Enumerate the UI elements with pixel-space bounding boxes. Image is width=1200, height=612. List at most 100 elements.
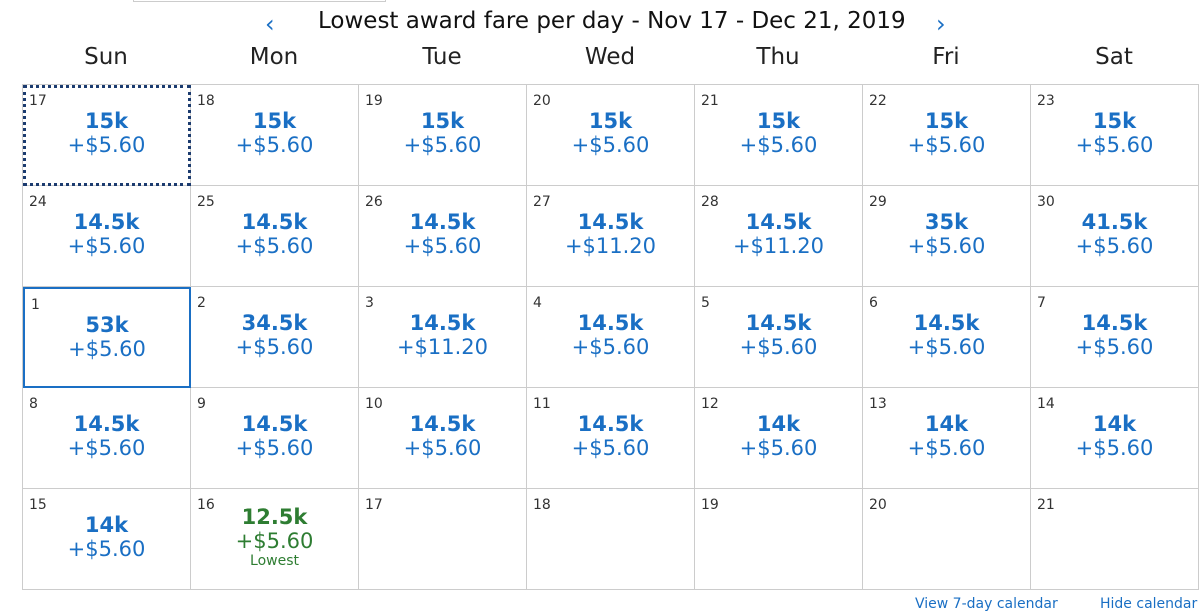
calendar-day-cell[interactable]: 24 14.5k +$5.60 — [23, 186, 191, 287]
miles-price: 14.5k — [745, 311, 812, 335]
calendar-day-cell[interactable]: 26 14.5k +$5.60 — [359, 186, 527, 287]
miles-price: 14.5k — [913, 311, 980, 335]
calendar-day-cell[interactable]: 17 — [359, 489, 527, 590]
day-number: 10 — [365, 396, 383, 412]
miles-price: 15k — [84, 109, 129, 133]
day-number: 2 — [197, 295, 206, 311]
day-number: 7 — [1037, 295, 1046, 311]
calendar-day-cell[interactable]: 1 53k +$5.60 — [23, 287, 191, 388]
day-number: 23 — [1037, 93, 1055, 109]
weekday-sat: Sat — [1095, 44, 1133, 70]
taxes-fee: +$5.60 — [1075, 436, 1154, 460]
calendar-day-cell[interactable]: 25 14.5k +$5.60 — [191, 186, 359, 287]
miles-price: 34.5k — [241, 311, 308, 335]
calendar-day-cell[interactable]: 13 14k +$5.60 — [863, 388, 1031, 489]
calendar-day-cell[interactable]: 28 14.5k +$11.20 — [695, 186, 863, 287]
miles-price: 14.5k — [73, 412, 140, 436]
miles-price: 14.5k — [73, 210, 140, 234]
fare-calendar-grid: 17 15k +$5.60 18 15k +$5.60 19 15k +$5.60 20 15k +$… — [22, 84, 1199, 590]
taxes-fee: +$5.60 — [403, 133, 482, 157]
calendar-day-cell[interactable]: 17 15k +$5.60 — [23, 85, 191, 186]
calendar-day-cell[interactable]: 14 14k +$5.60 — [1031, 388, 1199, 489]
calendar-day-cell[interactable]: 23 15k +$5.60 — [1031, 85, 1199, 186]
miles-price: 53k — [85, 313, 129, 337]
miles-price: 14.5k — [577, 311, 644, 335]
day-number: 29 — [869, 194, 887, 210]
chevron-right-icon[interactable]: › — [936, 10, 946, 38]
weekday-fri: Fri — [932, 44, 960, 70]
taxes-fee: +$5.60 — [403, 234, 482, 258]
calendar-day-cell[interactable]: 10 14.5k +$5.60 — [359, 388, 527, 489]
calendar-day-cell[interactable]: 12 14k +$5.60 — [695, 388, 863, 489]
calendar-day-cell[interactable]: 7 14.5k +$5.60 — [1031, 287, 1199, 388]
day-number: 21 — [701, 93, 719, 109]
day-number: 20 — [869, 497, 887, 513]
miles-price: 35k — [924, 210, 969, 234]
calendar-day-cell[interactable]: 27 14.5k +$11.20 — [527, 186, 695, 287]
day-number: 18 — [533, 497, 551, 513]
chevron-left-icon[interactable]: ‹ — [265, 10, 275, 38]
taxes-fee: +$11.20 — [396, 335, 489, 359]
calendar-day-cell[interactable]: 16 12.5k +$5.60 Lowest — [191, 489, 359, 590]
taxes-fee: +$5.60 — [1075, 234, 1154, 258]
calendar-day-cell[interactable]: 2 34.5k +$5.60 — [191, 287, 359, 388]
taxes-fee: +$11.20 — [564, 234, 657, 258]
day-number: 28 — [701, 194, 719, 210]
taxes-fee: +$5.60 — [68, 337, 146, 361]
calendar-day-cell[interactable]: 6 14.5k +$5.60 — [863, 287, 1031, 388]
taxes-fee: +$5.60 — [907, 436, 986, 460]
day-number: 21 — [1037, 497, 1055, 513]
taxes-fee: +$5.60 — [67, 537, 146, 561]
calendar-header: ‹ Lowest award fare per day - Nov 17 - D… — [0, 8, 1200, 42]
day-number: 17 — [365, 497, 383, 513]
taxes-fee: +$5.60 — [907, 133, 986, 157]
miles-price: 14.5k — [1081, 311, 1148, 335]
miles-price: 14k — [1092, 412, 1137, 436]
day-number: 30 — [1037, 194, 1055, 210]
calendar-day-cell[interactable]: 4 14.5k +$5.60 — [527, 287, 695, 388]
calendar-day-cell[interactable]: 19 — [695, 489, 863, 590]
calendar-day-cell[interactable]: 30 41.5k +$5.60 — [1031, 186, 1199, 287]
taxes-fee: +$5.60 — [235, 436, 314, 460]
day-number: 11 — [533, 396, 551, 412]
day-number: 20 — [533, 93, 551, 109]
calendar-day-cell[interactable]: 3 14.5k +$11.20 — [359, 287, 527, 388]
calendar-day-cell[interactable]: 20 — [863, 489, 1031, 590]
calendar-day-cell[interactable]: 11 14.5k +$5.60 — [527, 388, 695, 489]
day-number: 5 — [701, 295, 710, 311]
taxes-fee: +$5.60 — [907, 234, 986, 258]
taxes-fee: +$5.60 — [403, 436, 482, 460]
miles-price: 14.5k — [577, 210, 644, 234]
search-input-box[interactable] — [133, 0, 386, 2]
miles-price: 14.5k — [241, 210, 308, 234]
calendar-day-cell[interactable]: 18 15k +$5.60 — [191, 85, 359, 186]
miles-price: 15k — [420, 109, 465, 133]
miles-price: 14k — [84, 513, 129, 537]
calendar-day-cell[interactable]: 18 — [527, 489, 695, 590]
day-number: 26 — [365, 194, 383, 210]
miles-price: 15k — [1092, 109, 1137, 133]
day-number: 14 — [1037, 396, 1055, 412]
calendar-day-cell[interactable]: 22 15k +$5.60 — [863, 85, 1031, 186]
calendar-day-cell[interactable]: 21 — [1031, 489, 1199, 590]
calendar-day-cell[interactable]: 5 14.5k +$5.60 — [695, 287, 863, 388]
calendar-day-cell[interactable]: 15 14k +$5.60 — [23, 489, 191, 590]
taxes-fee: +$5.60 — [739, 133, 818, 157]
hide-calendar-link[interactable]: Hide calendar — [1100, 596, 1198, 612]
taxes-fee: +$5.60 — [235, 234, 314, 258]
day-number: 3 — [365, 295, 374, 311]
calendar-day-cell[interactable]: 29 35k +$5.60 — [863, 186, 1031, 287]
miles-price: 14.5k — [577, 412, 644, 436]
calendar-day-cell[interactable]: 19 15k +$5.60 — [359, 85, 527, 186]
view-calendar-link[interactable]: View 7-day calendar — [915, 596, 1058, 612]
day-number: 19 — [365, 93, 383, 109]
taxes-fee: +$5.60 — [571, 436, 650, 460]
calendar-day-cell[interactable]: 8 14.5k +$5.60 — [23, 388, 191, 489]
taxes-fee: +$5.60 — [1075, 335, 1154, 359]
taxes-fee: +$5.60 — [907, 335, 986, 359]
day-number: 13 — [869, 396, 887, 412]
calendar-day-cell[interactable]: 9 14.5k +$5.60 — [191, 388, 359, 489]
calendar-day-cell[interactable]: 20 15k +$5.60 — [527, 85, 695, 186]
calendar-day-cell[interactable]: 21 15k +$5.60 — [695, 85, 863, 186]
day-number: 16 — [197, 497, 215, 513]
